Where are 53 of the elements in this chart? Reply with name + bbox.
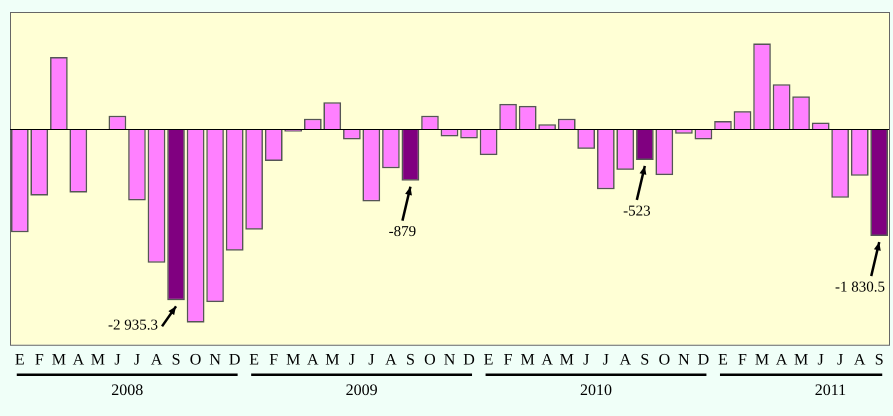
x-tick-label: E	[484, 352, 494, 369]
x-tick-label: E	[718, 352, 728, 369]
x-tick-label: J	[583, 352, 590, 369]
x-tick-label: A	[541, 352, 554, 369]
x-tick-label: F	[738, 352, 748, 369]
data-label: -1 830.5	[835, 279, 886, 296]
x-tick-label: A	[306, 352, 319, 369]
x-tick-label: F	[269, 352, 278, 369]
data-label: -879	[388, 224, 416, 240]
x-tick-label: M	[52, 352, 66, 369]
x-tick-label: J	[602, 352, 609, 369]
x-tick-label: J	[837, 352, 844, 369]
x-tick-label: A	[854, 352, 866, 369]
x-tick-label: F	[504, 352, 513, 369]
x-tick-label: A	[150, 352, 163, 369]
x-tick-label: O	[190, 352, 202, 369]
x-tick-label: M	[560, 352, 574, 369]
x-tick-label: N	[678, 352, 690, 369]
x-tick-label: A	[385, 352, 398, 369]
x-tick-label: M	[520, 352, 535, 369]
x-tick-label: M	[794, 352, 808, 369]
text: 2009	[346, 382, 378, 400]
x-tick-label: A	[72, 352, 85, 369]
x-tick-label: O	[424, 352, 436, 369]
x-tick-label: M	[754, 352, 770, 369]
x-tick-label: J	[368, 352, 374, 369]
x-tick-label: A	[776, 352, 788, 369]
x-tick-label: E	[14, 352, 25, 369]
data-label: -523	[623, 203, 651, 220]
x-tick-label: A	[620, 352, 632, 369]
x-tick-label: F	[34, 352, 44, 369]
text: 2008	[111, 382, 144, 400]
x-tick-label: M	[325, 352, 340, 369]
x-tick-label: S	[874, 352, 884, 369]
x-tick-label: S	[406, 352, 415, 369]
text: 2010	[580, 382, 612, 400]
x-tick-label: N	[209, 352, 222, 369]
x-tick-label: N	[444, 352, 456, 369]
text: 2011	[814, 382, 846, 400]
x-tick-label: D	[228, 352, 240, 369]
x-tick-label: M	[286, 352, 300, 369]
x-tick-label: J	[348, 352, 355, 369]
x-tick-label: E	[249, 352, 260, 369]
x-tick-label: O	[658, 352, 670, 369]
x-tick-label: D	[463, 352, 475, 369]
x-tick-label: S	[640, 352, 650, 369]
x-tick-label: J	[114, 352, 121, 369]
data-label: -2 935.3	[108, 318, 158, 334]
x-tick-label: S	[172, 352, 180, 369]
x-tick-label: M	[90, 352, 106, 369]
x-tick-label: J	[134, 352, 140, 369]
x-tick-label: D	[698, 352, 710, 369]
x-tick-label: J	[818, 352, 824, 369]
